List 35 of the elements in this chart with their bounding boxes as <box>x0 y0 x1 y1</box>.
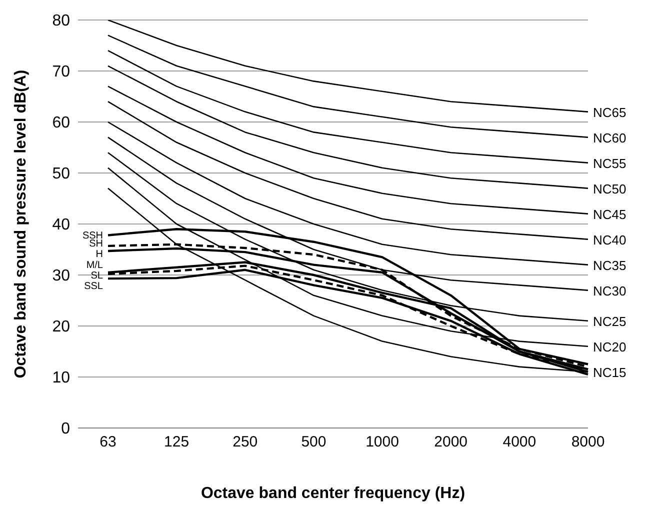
y-tick-label: 10 <box>52 370 70 387</box>
series-label: SL <box>90 270 104 282</box>
series-label: NC60 <box>593 130 626 146</box>
y-axis-title: Octave band sound pressure level dB(A) <box>12 70 30 378</box>
x-tick-label: 250 <box>232 434 258 451</box>
series-label: NC40 <box>593 232 626 248</box>
x-tick-label: 63 <box>100 434 116 451</box>
series-label: NC55 <box>593 156 626 171</box>
series-label: SH <box>89 238 103 250</box>
y-tick-label: 20 <box>52 318 70 336</box>
y-tick-label: 40 <box>52 216 70 234</box>
x-tick-label: 4000 <box>502 434 536 451</box>
x-tick-label: 500 <box>301 434 326 451</box>
x-tick-label: 1000 <box>366 434 399 451</box>
series-label: NC20 <box>593 339 626 354</box>
series-label: NC65 <box>593 104 626 120</box>
y-tick-label: 30 <box>52 268 70 285</box>
y-tick-label: 70 <box>52 64 70 81</box>
series-label: NC30 <box>593 283 626 298</box>
series-label: NC35 <box>593 258 626 273</box>
series-label: SSL <box>84 281 104 292</box>
x-axis-title: Octave band center frequency (Hz) <box>200 485 466 502</box>
series-label: NC50 <box>593 181 626 196</box>
series-label: NC15 <box>593 364 626 380</box>
x-tick-label: 125 <box>164 434 190 451</box>
y-tick-label: 50 <box>52 166 70 183</box>
x-tick-label: 8000 <box>571 434 605 451</box>
series-label: NC45 <box>593 206 626 222</box>
series-label: H <box>96 249 103 260</box>
y-tick-label: 80 <box>52 12 70 30</box>
x-tick-label: 2000 <box>434 434 468 451</box>
y-tick-label: 60 <box>52 114 70 132</box>
series-label: NC25 <box>593 314 626 329</box>
series-label: M/L <box>86 260 104 271</box>
y-tick-label: 0 <box>61 420 70 438</box>
